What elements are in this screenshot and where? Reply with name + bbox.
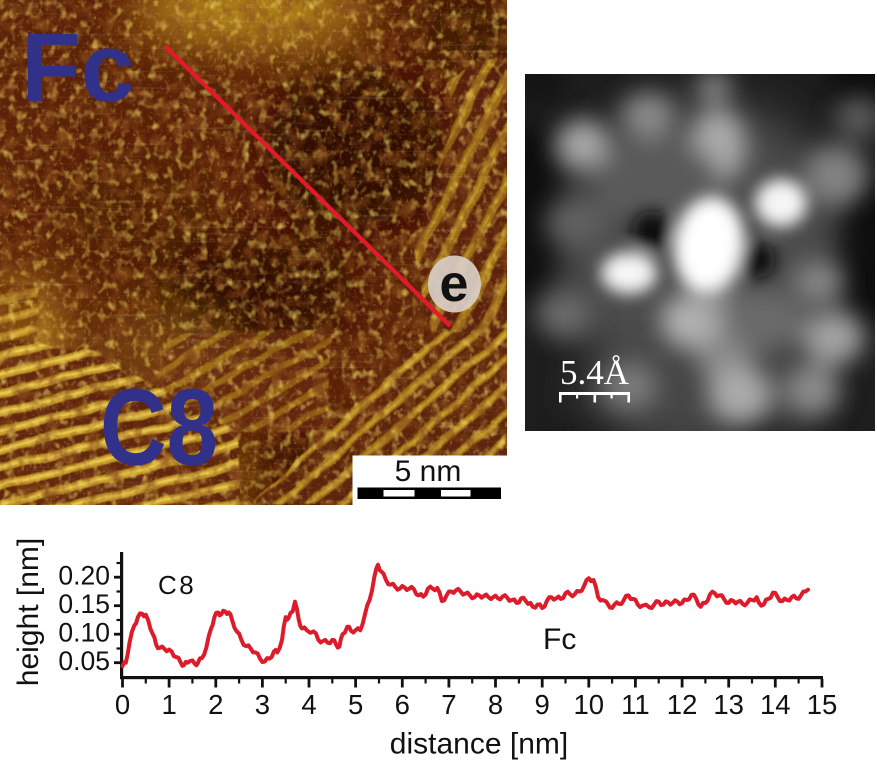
svg-text:C8: C8 <box>158 570 196 600</box>
svg-text:5: 5 <box>348 689 363 720</box>
svg-text:14: 14 <box>760 689 791 720</box>
svg-text:0: 0 <box>115 689 130 720</box>
svg-text:2: 2 <box>208 689 223 720</box>
svg-text:12: 12 <box>667 689 698 720</box>
svg-text:11: 11 <box>621 689 650 720</box>
svg-text:6: 6 <box>395 689 410 720</box>
svg-text:0.10: 0.10 <box>58 618 110 648</box>
svg-text:distance [nm]: distance [nm] <box>390 728 568 761</box>
svg-text:3: 3 <box>255 689 270 720</box>
svg-text:4: 4 <box>301 689 316 720</box>
svg-text:Fc: Fc <box>22 13 135 122</box>
svg-text:0.05: 0.05 <box>58 646 110 676</box>
svg-text:8: 8 <box>488 689 503 720</box>
svg-text:e: e <box>440 255 469 313</box>
svg-text:0.20: 0.20 <box>58 561 110 591</box>
svg-text:0.15: 0.15 <box>58 589 110 619</box>
svg-text:1: 1 <box>161 689 176 720</box>
svg-text:5 nm: 5 nm <box>395 455 462 488</box>
svg-text:10: 10 <box>574 689 605 720</box>
svg-text:height [nm]: height [nm] <box>12 538 45 686</box>
svg-text:7: 7 <box>441 689 456 720</box>
svg-text:C8: C8 <box>100 367 218 489</box>
svg-text:9: 9 <box>535 689 550 720</box>
svg-text:Fc: Fc <box>543 623 576 656</box>
svg-text:13: 13 <box>713 689 744 720</box>
svg-text:15: 15 <box>807 689 838 720</box>
svg-text:5.4Å: 5.4Å <box>560 353 630 392</box>
